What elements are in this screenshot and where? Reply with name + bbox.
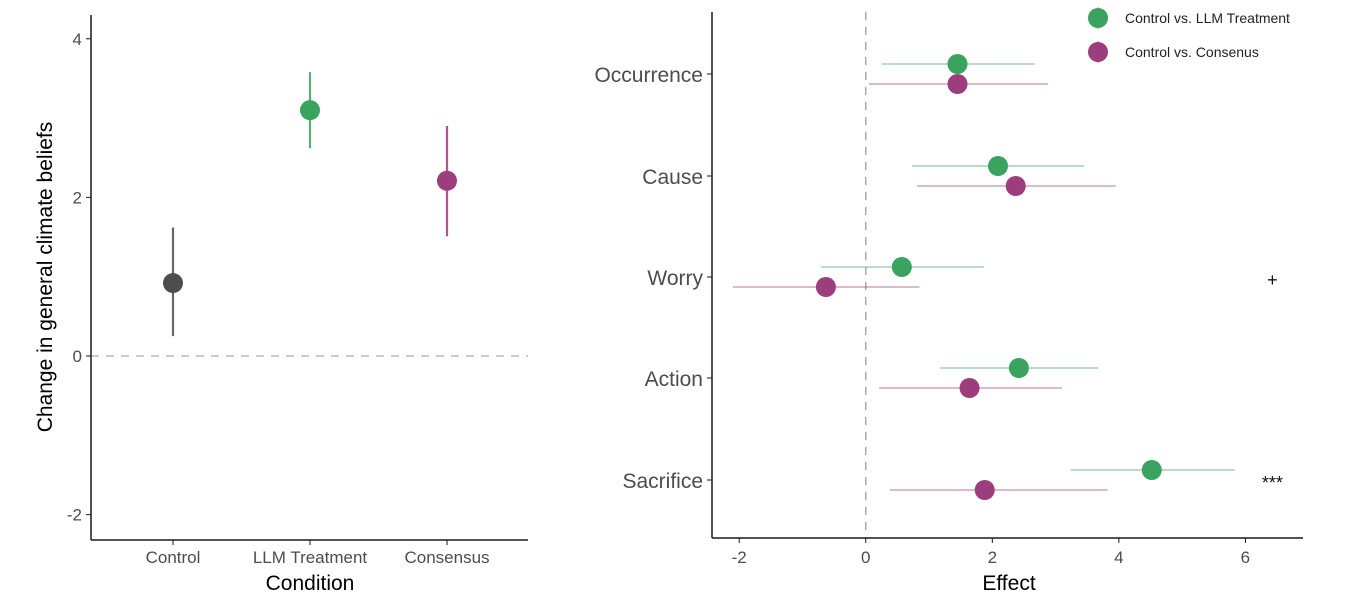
- x-tick-label: 0: [861, 548, 870, 567]
- point-control: [163, 273, 183, 294]
- x-tick-label: 4: [1114, 548, 1123, 567]
- point-worry-consensus: [815, 277, 836, 297]
- x-tick-label: 6: [1241, 548, 1250, 567]
- left-chart-condition-effects: -2 0 2 4 Control LLM Treatment Consensus: [67, 15, 528, 567]
- point-worry-llm: [891, 257, 912, 277]
- y-tick-label: -2: [67, 506, 82, 525]
- y-tick-label: 0: [73, 347, 82, 366]
- x-tick-label: Control: [146, 548, 201, 567]
- y-tick-label: Sacrifice: [622, 470, 703, 493]
- point-sacrifice-llm: [1141, 460, 1162, 480]
- point-llm-treatment: [300, 100, 320, 121]
- point-occurrence-consensus: [947, 74, 968, 94]
- left-y-axis-title: Change in general climate beliefs: [34, 122, 57, 433]
- y-tick-label: Action: [645, 368, 703, 391]
- legend: Control vs. LLM Treatment Control vs. Con…: [1088, 7, 1290, 63]
- significance-marker: +: [1267, 270, 1278, 290]
- legend-label: Control vs. Consenus: [1125, 44, 1259, 60]
- x-tick-label: Consensus: [404, 548, 489, 567]
- legend-key-dot: [1088, 8, 1108, 28]
- y-tick-label: 2: [73, 188, 82, 207]
- point-cause-consensus: [1005, 176, 1026, 196]
- point-sacrifice-consensus: [974, 480, 995, 500]
- point-consensus: [437, 170, 457, 191]
- y-tick-label: Worry: [647, 267, 703, 290]
- y-tick-label: 4: [73, 30, 82, 49]
- legend-key-dot: [1088, 42, 1108, 62]
- left-x-axis-title: Condition: [266, 572, 355, 595]
- point-cause-llm: [988, 156, 1009, 176]
- x-tick-label: 2: [988, 548, 997, 567]
- right-chart-forest-plot: -2 0 2 4 6 Occurrence Cause Worry + Action Sacrifi…: [594, 7, 1303, 567]
- right-x-axis-title: Effect: [982, 572, 1035, 595]
- significance-marker: ***: [1262, 473, 1283, 493]
- y-tick-label: Occurrence: [594, 64, 703, 87]
- x-tick-label: -2: [732, 548, 747, 567]
- x-tick-label: LLM Treatment: [253, 548, 368, 567]
- point-action-llm: [1008, 358, 1029, 378]
- point-occurrence-llm: [947, 54, 968, 74]
- legend-label: Control vs. LLM Treatment: [1125, 10, 1290, 26]
- y-tick-label: Cause: [642, 166, 703, 189]
- point-action-consensus: [959, 378, 980, 398]
